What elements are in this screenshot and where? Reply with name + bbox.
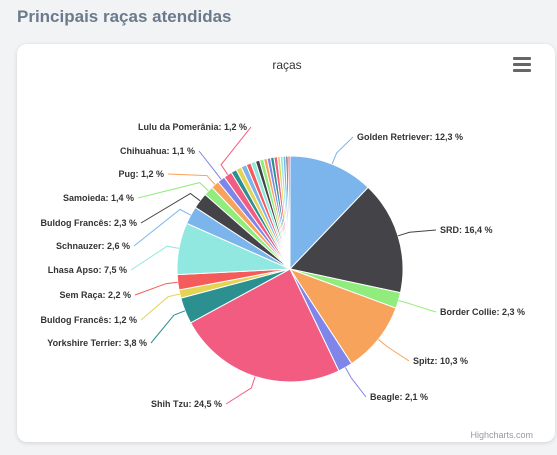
pie-slices	[176, 155, 404, 383]
slice-label: Yorkshire Terrier: 3,8 %	[47, 338, 147, 348]
slice-label: Pug: 1,2 %	[118, 169, 164, 179]
slice-label: Samoieda: 1,4 %	[63, 193, 134, 203]
chart-title: raças	[272, 58, 301, 72]
label-connector	[133, 208, 191, 247]
pie-slice[interactable]	[287, 155, 291, 270]
label-connector	[130, 245, 179, 271]
label-connector	[377, 339, 410, 362]
label-connector	[225, 376, 256, 405]
slice-label: Shih Tzu: 24,5 %	[151, 399, 222, 409]
pie-slice[interactable]	[289, 186, 404, 294]
label-connector	[331, 136, 354, 165]
slice-label: Lhasa Apso: 7,5 %	[48, 265, 127, 275]
label-connector	[198, 150, 222, 180]
label-connector	[397, 229, 437, 237]
pie-slice[interactable]	[288, 268, 397, 365]
label-connector	[134, 281, 178, 296]
slice-label: Chihuahua: 1,1 %	[120, 146, 195, 156]
slice-label: Lulu da Pomerânia: 1,2 %	[138, 122, 247, 132]
slice-label: Golden Retriever: 12,3 %	[357, 132, 463, 142]
slice-label: Sem Raça: 2,2 %	[59, 290, 131, 300]
pie-chart: raças Golden Retriever: 12,3 % SRD: 16,4 …	[40, 58, 525, 409]
slice-label: Buldog Francês: 1,2 %	[40, 315, 137, 325]
slice-label: SRD: 16,4 %	[440, 225, 493, 235]
label-connector	[140, 192, 201, 224]
pie-slice[interactable]	[289, 155, 369, 271]
slice-label: Buldog Francês: 2,3 %	[40, 218, 137, 228]
chart-menu-button[interactable]	[513, 57, 531, 73]
slice-label: Border Collie: 2,3 %	[440, 307, 525, 317]
label-connector	[220, 126, 252, 175]
slice-label: Schnauzer: 2,6 %	[56, 241, 130, 251]
label-connector	[140, 293, 180, 321]
label-connector	[150, 310, 186, 344]
label-connector	[137, 182, 209, 199]
hamburger-menu-icon-line	[513, 63, 531, 66]
label-connector	[398, 300, 437, 313]
hamburger-menu-icon	[513, 57, 531, 60]
label-connector	[344, 367, 367, 398]
slice-labels: Golden Retriever: 12,3 % SRD: 16,4 % Borde…	[40, 122, 525, 409]
hamburger-menu-icon-line	[513, 69, 531, 72]
slice-label: Beagle: 2,1 %	[370, 392, 428, 402]
page-title: Principais raças atendidas	[17, 7, 232, 26]
label-connector	[167, 173, 216, 185]
chart-card: raças Golden Retriever: 12,3 % SRD: 16,4 …	[17, 44, 555, 442]
label-connectors	[130, 126, 437, 405]
slice-label: Spitz: 10,3 %	[413, 356, 468, 366]
pie-slice[interactable]	[189, 268, 340, 383]
highcharts-credits-link[interactable]: Highcharts.com	[470, 430, 533, 440]
